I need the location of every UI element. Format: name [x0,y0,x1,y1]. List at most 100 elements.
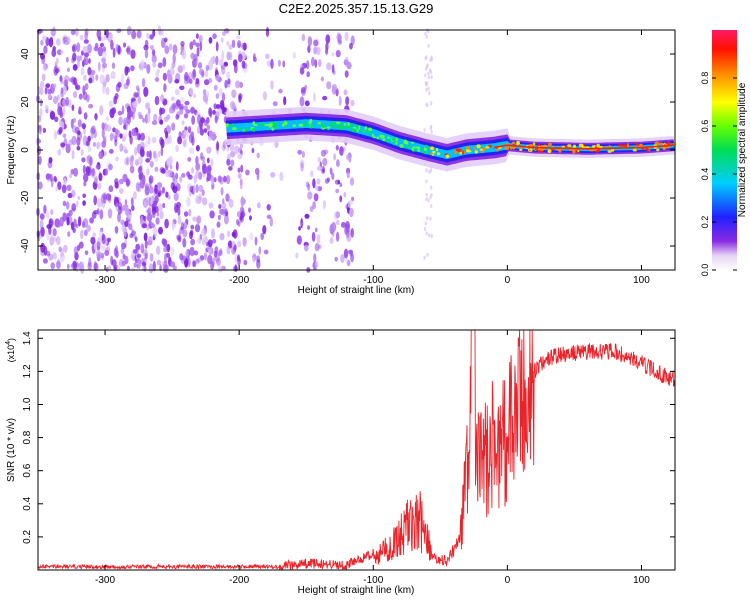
noise-blob [142,249,148,257]
noise-blob [60,49,64,55]
spec-y-tick-label: 0 [20,147,31,153]
noise-blob [296,235,302,245]
noise-blob [39,87,44,96]
noise-blob [206,165,211,176]
noise-blob [180,97,185,104]
noise-blob [98,36,102,42]
noise-blob [101,122,105,130]
noise-blob [242,42,247,51]
noise-blob [66,216,70,226]
noise-blob [329,237,334,245]
noise-blob [430,185,433,190]
noise-blob [67,231,71,238]
noise-blob [226,175,231,185]
noise-blob [42,63,47,72]
noise-blob [144,239,148,249]
signal-speckle [595,149,600,153]
noise-blob [118,178,124,185]
noise-blob [136,253,142,259]
noise-blob [228,166,233,171]
noise-blob [105,87,110,95]
noise-blob [46,230,50,241]
noise-blob [62,200,67,207]
noise-blob [77,195,81,201]
noise-blob [68,99,72,108]
noise-blob [429,216,432,221]
noise-blob [243,259,248,266]
noise-blob [107,237,111,243]
noise-blob [316,233,321,244]
noise-blob [175,161,179,171]
noise-blob [145,113,151,124]
noise-blob [146,32,150,40]
noise-blob [189,246,195,257]
noise-blob [65,36,71,44]
noise-blob [57,149,62,156]
noise-blob [181,120,185,126]
noise-blob [211,228,215,239]
snr-x-tick-label: -300 [95,575,115,586]
noise-blob [185,249,189,257]
signal-speckle [238,128,243,131]
signal-speckle [430,146,434,150]
noise-blob [423,255,426,260]
noise-blob [334,179,340,185]
signal-speckle [364,126,368,130]
noise-blob [238,93,243,100]
noise-blob [93,195,97,206]
noise-blob [196,215,202,224]
noise-blob [116,28,122,34]
noise-blob [256,255,261,263]
noise-blob [167,195,171,200]
noise-blob [221,50,225,61]
noise-blob [351,196,355,202]
noise-blob [215,41,219,52]
noise-blob [335,188,340,194]
noise-blob [163,246,169,253]
noise-blob [208,202,214,209]
noise-blob [45,173,51,180]
noise-blob [169,261,176,268]
noise-blob [426,81,429,86]
noise-blob [146,64,151,74]
noise-blob [425,192,428,197]
noise-blob [129,233,134,239]
noise-blob [39,107,43,117]
noise-blob [262,225,267,235]
noise-blob [55,57,59,65]
noise-blob [157,150,161,158]
noise-blob [140,215,144,226]
spec-x-tick-label: -100 [363,275,383,286]
noise-blob [151,120,158,126]
noise-blob [269,217,273,227]
noise-blob [113,266,117,272]
noise-blob [130,197,134,206]
noise-blob [191,136,195,146]
noise-blob [262,91,267,101]
noise-blob [424,31,427,36]
noise-blob [125,47,131,53]
noise-blob [149,160,154,168]
noise-blob [298,226,301,231]
noise-blob [314,260,319,269]
noise-blob [44,83,49,91]
noise-blob [108,33,113,42]
noise-blob [193,250,199,256]
noise-blob [178,131,182,139]
noise-blob [101,57,106,64]
noise-blob [110,255,114,266]
noise-blob [46,211,50,219]
noise-blob [197,114,202,125]
noise-blob [316,178,321,185]
noise-blob [55,260,61,270]
noise-blob [154,95,160,106]
noise-blob [428,91,431,95]
signal-speckle [509,146,513,150]
noise-blob [62,212,67,222]
noise-blob [159,210,164,220]
noise-blob [204,252,207,261]
noise-blob [59,75,63,82]
noise-blob [105,74,110,83]
signal-speckle [366,130,370,133]
